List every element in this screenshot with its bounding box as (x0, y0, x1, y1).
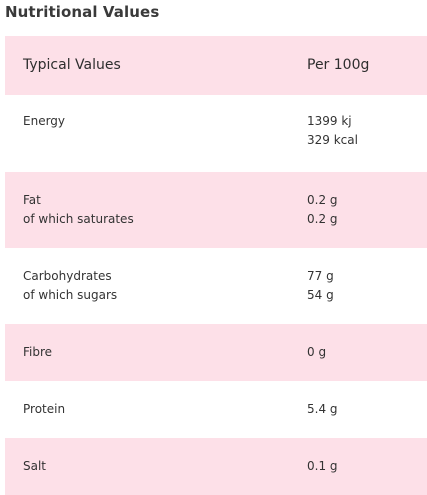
fibre-value: 0 g (307, 345, 327, 359)
protein-label: Protein (23, 402, 66, 416)
nutrition-table: Typical Values Per 100g Energy 1399 kj 3… (5, 36, 427, 495)
header-per-100g: Per 100g (307, 57, 370, 73)
table-header-row: Typical Values Per 100g (5, 36, 427, 95)
salt-label: Salt (23, 459, 47, 473)
salt-value: 0.1 g (307, 459, 338, 473)
protein-value: 5.4 g (307, 402, 338, 416)
energy-kj-value: 1399 kj (307, 114, 352, 128)
carbohydrates-value: 77 g (307, 269, 334, 283)
saturates-value: 0.2 g (307, 212, 338, 226)
table-row-salt: Salt 0.1 g (5, 438, 427, 495)
header-typical-values: Typical Values (23, 57, 121, 73)
fat-value: 0.2 g (307, 193, 338, 207)
table-row-protein: Protein 5.4 g (5, 381, 427, 438)
page-title: Nutritional Values (5, 3, 160, 21)
energy-kcal-value: 329 kcal (307, 133, 358, 147)
energy-values: 1399 kj 329 kcal (307, 112, 427, 150)
carbohydrates-labels: Carbohydrates of which sugars (23, 267, 307, 305)
saturates-label: of which saturates (23, 212, 134, 226)
fat-labels: Fat of which saturates (23, 191, 307, 229)
fat-values: 0.2 g 0.2 g (307, 191, 427, 229)
carbohydrates-values: 77 g 54 g (307, 267, 427, 305)
carbohydrates-label: Carbohydrates (23, 269, 112, 283)
sugars-value: 54 g (307, 288, 334, 302)
table-row-carbohydrates: Carbohydrates of which sugars 77 g 54 g (5, 248, 427, 324)
table-row-fat: Fat of which saturates 0.2 g 0.2 g (5, 172, 427, 248)
sugars-label: of which sugars (23, 288, 118, 302)
fibre-label: Fibre (23, 345, 53, 359)
fat-label: Fat (23, 193, 41, 207)
table-row-fibre: Fibre 0 g (5, 324, 427, 381)
energy-label: Energy (23, 114, 66, 128)
table-row-energy: Energy 1399 kj 329 kcal (5, 95, 427, 172)
